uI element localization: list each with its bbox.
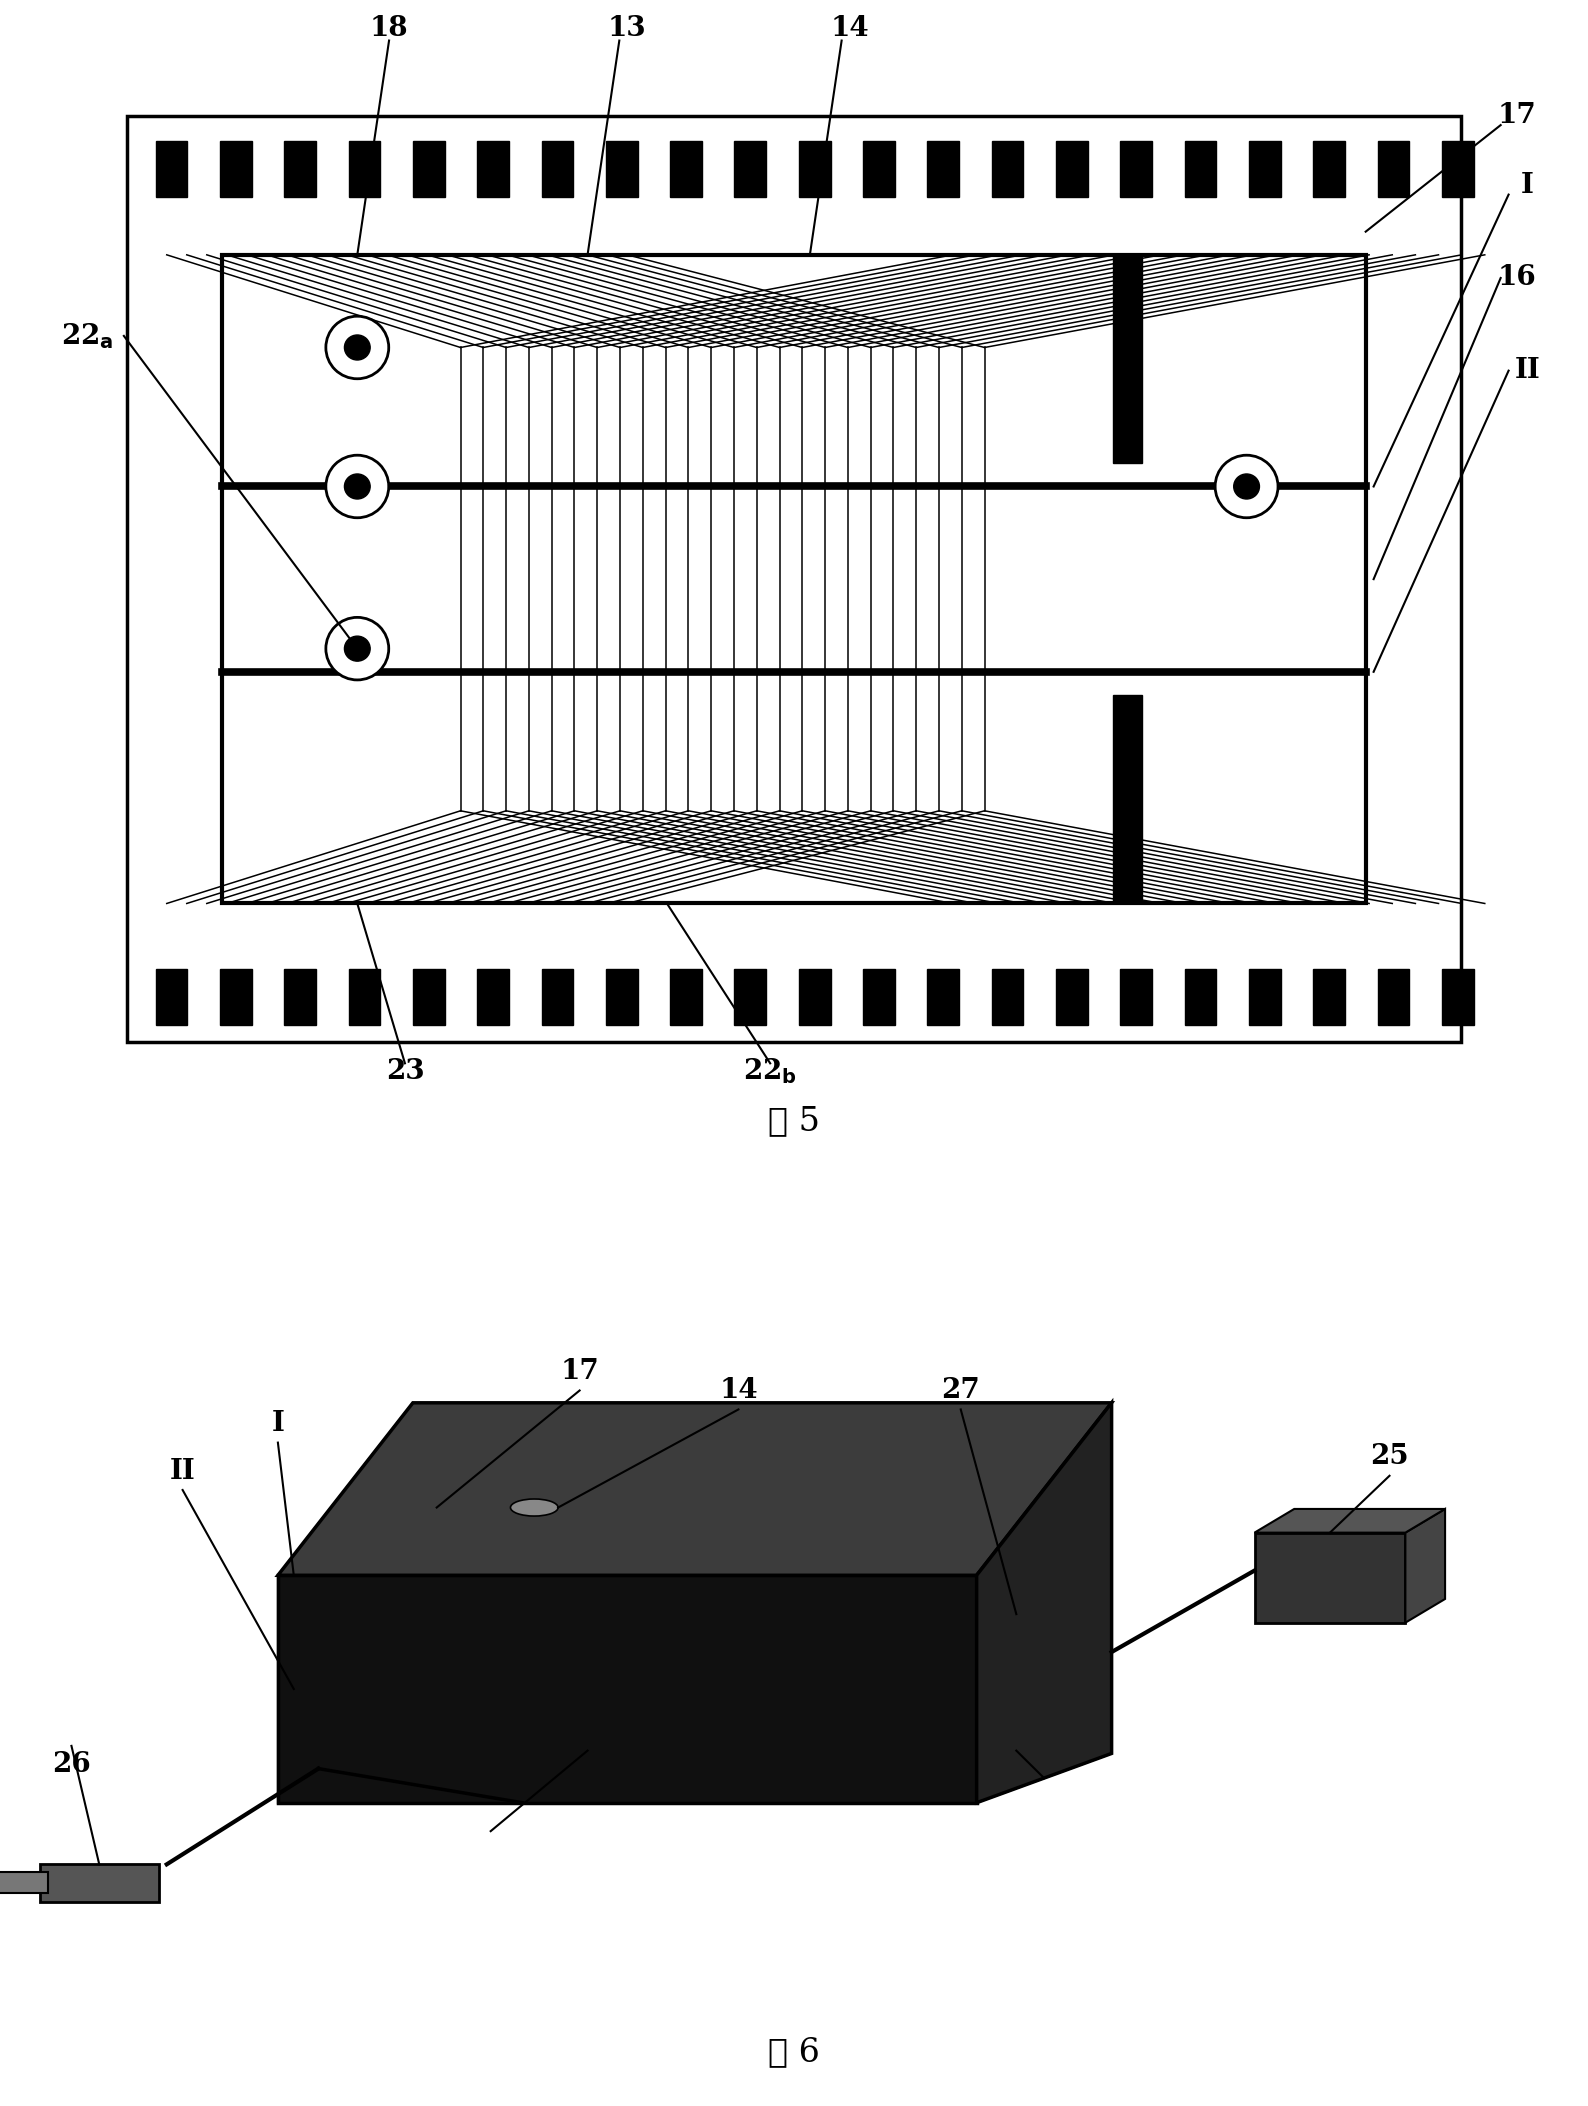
Bar	[1113, 695, 1142, 903]
Bar	[864, 969, 896, 1026]
Ellipse shape	[326, 455, 389, 518]
Text: 22$_\mathbf{a}$: 22$_\mathbf{a}$	[60, 320, 114, 352]
Bar	[607, 141, 638, 198]
Bar	[348, 141, 380, 198]
Bar	[927, 969, 959, 1026]
Bar	[1313, 141, 1345, 198]
Bar	[734, 969, 765, 1026]
Text: I: I	[272, 1411, 284, 1436]
Text: 图 6: 图 6	[769, 2037, 819, 2068]
Bar	[799, 969, 831, 1026]
Bar	[413, 969, 445, 1026]
Polygon shape	[1255, 1508, 1445, 1533]
Bar	[1313, 969, 1345, 1026]
Bar	[156, 141, 187, 198]
Text: 18: 18	[370, 15, 408, 42]
Ellipse shape	[345, 335, 370, 360]
Bar	[0, 1872, 48, 1893]
Ellipse shape	[1234, 474, 1259, 499]
Bar	[734, 141, 765, 198]
Bar	[1056, 141, 1088, 198]
Polygon shape	[1405, 1508, 1445, 1622]
Text: 图 5: 图 5	[769, 1106, 819, 1137]
Bar	[219, 969, 251, 1026]
Ellipse shape	[345, 636, 370, 661]
Ellipse shape	[326, 316, 389, 379]
Bar	[1442, 141, 1474, 198]
Bar	[542, 141, 573, 198]
Bar	[284, 141, 316, 198]
Text: 14: 14	[831, 15, 869, 42]
Ellipse shape	[326, 617, 389, 680]
Ellipse shape	[1215, 455, 1278, 518]
Bar	[864, 141, 896, 198]
Bar	[1121, 141, 1153, 198]
Text: 17: 17	[561, 1358, 599, 1386]
Bar	[1378, 141, 1410, 198]
Polygon shape	[278, 1403, 1112, 1575]
Bar	[1056, 969, 1088, 1026]
Bar	[40, 1864, 159, 1902]
Bar	[799, 141, 831, 198]
Bar	[476, 969, 508, 1026]
Text: 13: 13	[608, 15, 646, 42]
Text: 14: 14	[719, 1377, 757, 1405]
Bar	[1248, 141, 1280, 198]
Bar	[413, 141, 445, 198]
Polygon shape	[977, 1403, 1112, 1803]
Bar	[284, 969, 316, 1026]
Bar	[991, 141, 1023, 198]
Bar	[607, 969, 638, 1026]
Bar	[1442, 969, 1474, 1026]
Text: 17: 17	[1497, 103, 1536, 128]
Bar	[670, 141, 702, 198]
Bar	[1113, 255, 1142, 463]
Bar	[348, 969, 380, 1026]
Text: II: II	[1515, 358, 1540, 383]
Text: 23: 23	[386, 1057, 424, 1085]
Polygon shape	[278, 1754, 1112, 1803]
Bar	[927, 141, 959, 198]
Ellipse shape	[510, 1499, 557, 1516]
Bar	[156, 969, 187, 1026]
Text: 28: 28	[569, 1756, 607, 1784]
Ellipse shape	[345, 474, 370, 499]
Text: II: II	[170, 1457, 195, 1485]
Bar	[542, 969, 573, 1026]
Bar	[1185, 141, 1216, 198]
Text: 22$_\mathbf{b}$: 22$_\mathbf{b}$	[743, 1057, 797, 1087]
Bar	[476, 141, 508, 198]
Polygon shape	[278, 1575, 977, 1803]
Text: 27: 27	[942, 1377, 980, 1405]
Bar	[670, 969, 702, 1026]
Text: 25: 25	[1370, 1443, 1409, 1470]
Text: 16: 16	[1497, 265, 1536, 291]
Bar	[991, 969, 1023, 1026]
Bar	[1121, 969, 1153, 1026]
Polygon shape	[278, 1403, 413, 1803]
Text: 26: 26	[52, 1752, 91, 1777]
Bar	[222, 255, 1366, 903]
Bar	[127, 116, 1461, 1042]
Text: 16: 16	[997, 1756, 1035, 1784]
Text: I: I	[1521, 173, 1534, 198]
Bar	[1378, 969, 1410, 1026]
Bar	[1185, 969, 1216, 1026]
Bar	[1255, 1533, 1405, 1622]
Bar	[1248, 969, 1280, 1026]
Bar	[219, 141, 251, 198]
